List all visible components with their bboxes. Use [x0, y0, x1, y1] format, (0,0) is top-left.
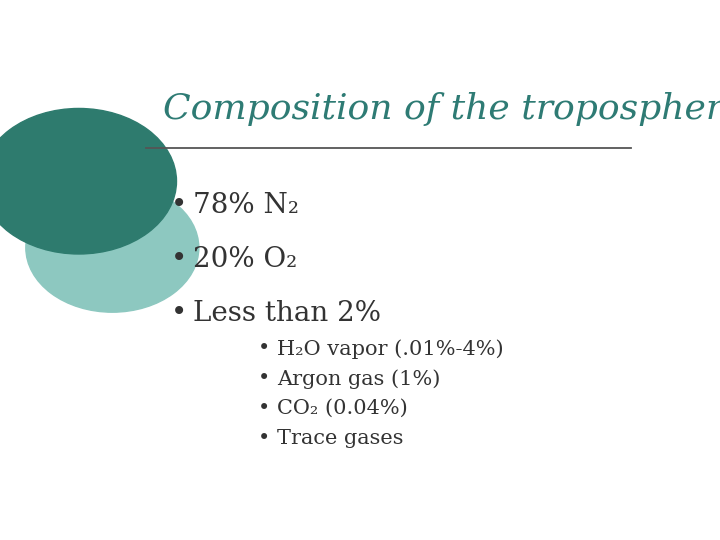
Text: 78% N₂: 78% N₂ [193, 192, 300, 219]
Text: •: • [171, 246, 187, 273]
Text: •: • [258, 339, 270, 358]
Text: Less than 2%: Less than 2% [193, 300, 381, 327]
Text: •: • [258, 399, 270, 418]
Text: •: • [171, 192, 187, 219]
Circle shape [0, 109, 176, 254]
Circle shape [26, 183, 199, 312]
Text: •: • [258, 369, 270, 388]
Text: Composition of the troposphere: Composition of the troposphere [163, 92, 720, 126]
Text: H₂O vapor (.01%-4%): H₂O vapor (.01%-4%) [277, 339, 503, 359]
Text: Argon gas (1%): Argon gas (1%) [277, 369, 441, 389]
Text: 20% O₂: 20% O₂ [193, 246, 297, 273]
Text: Trace gases: Trace gases [277, 429, 403, 448]
Text: •: • [171, 300, 187, 327]
Text: CO₂ (0.04%): CO₂ (0.04%) [277, 399, 408, 418]
Text: •: • [258, 429, 270, 448]
